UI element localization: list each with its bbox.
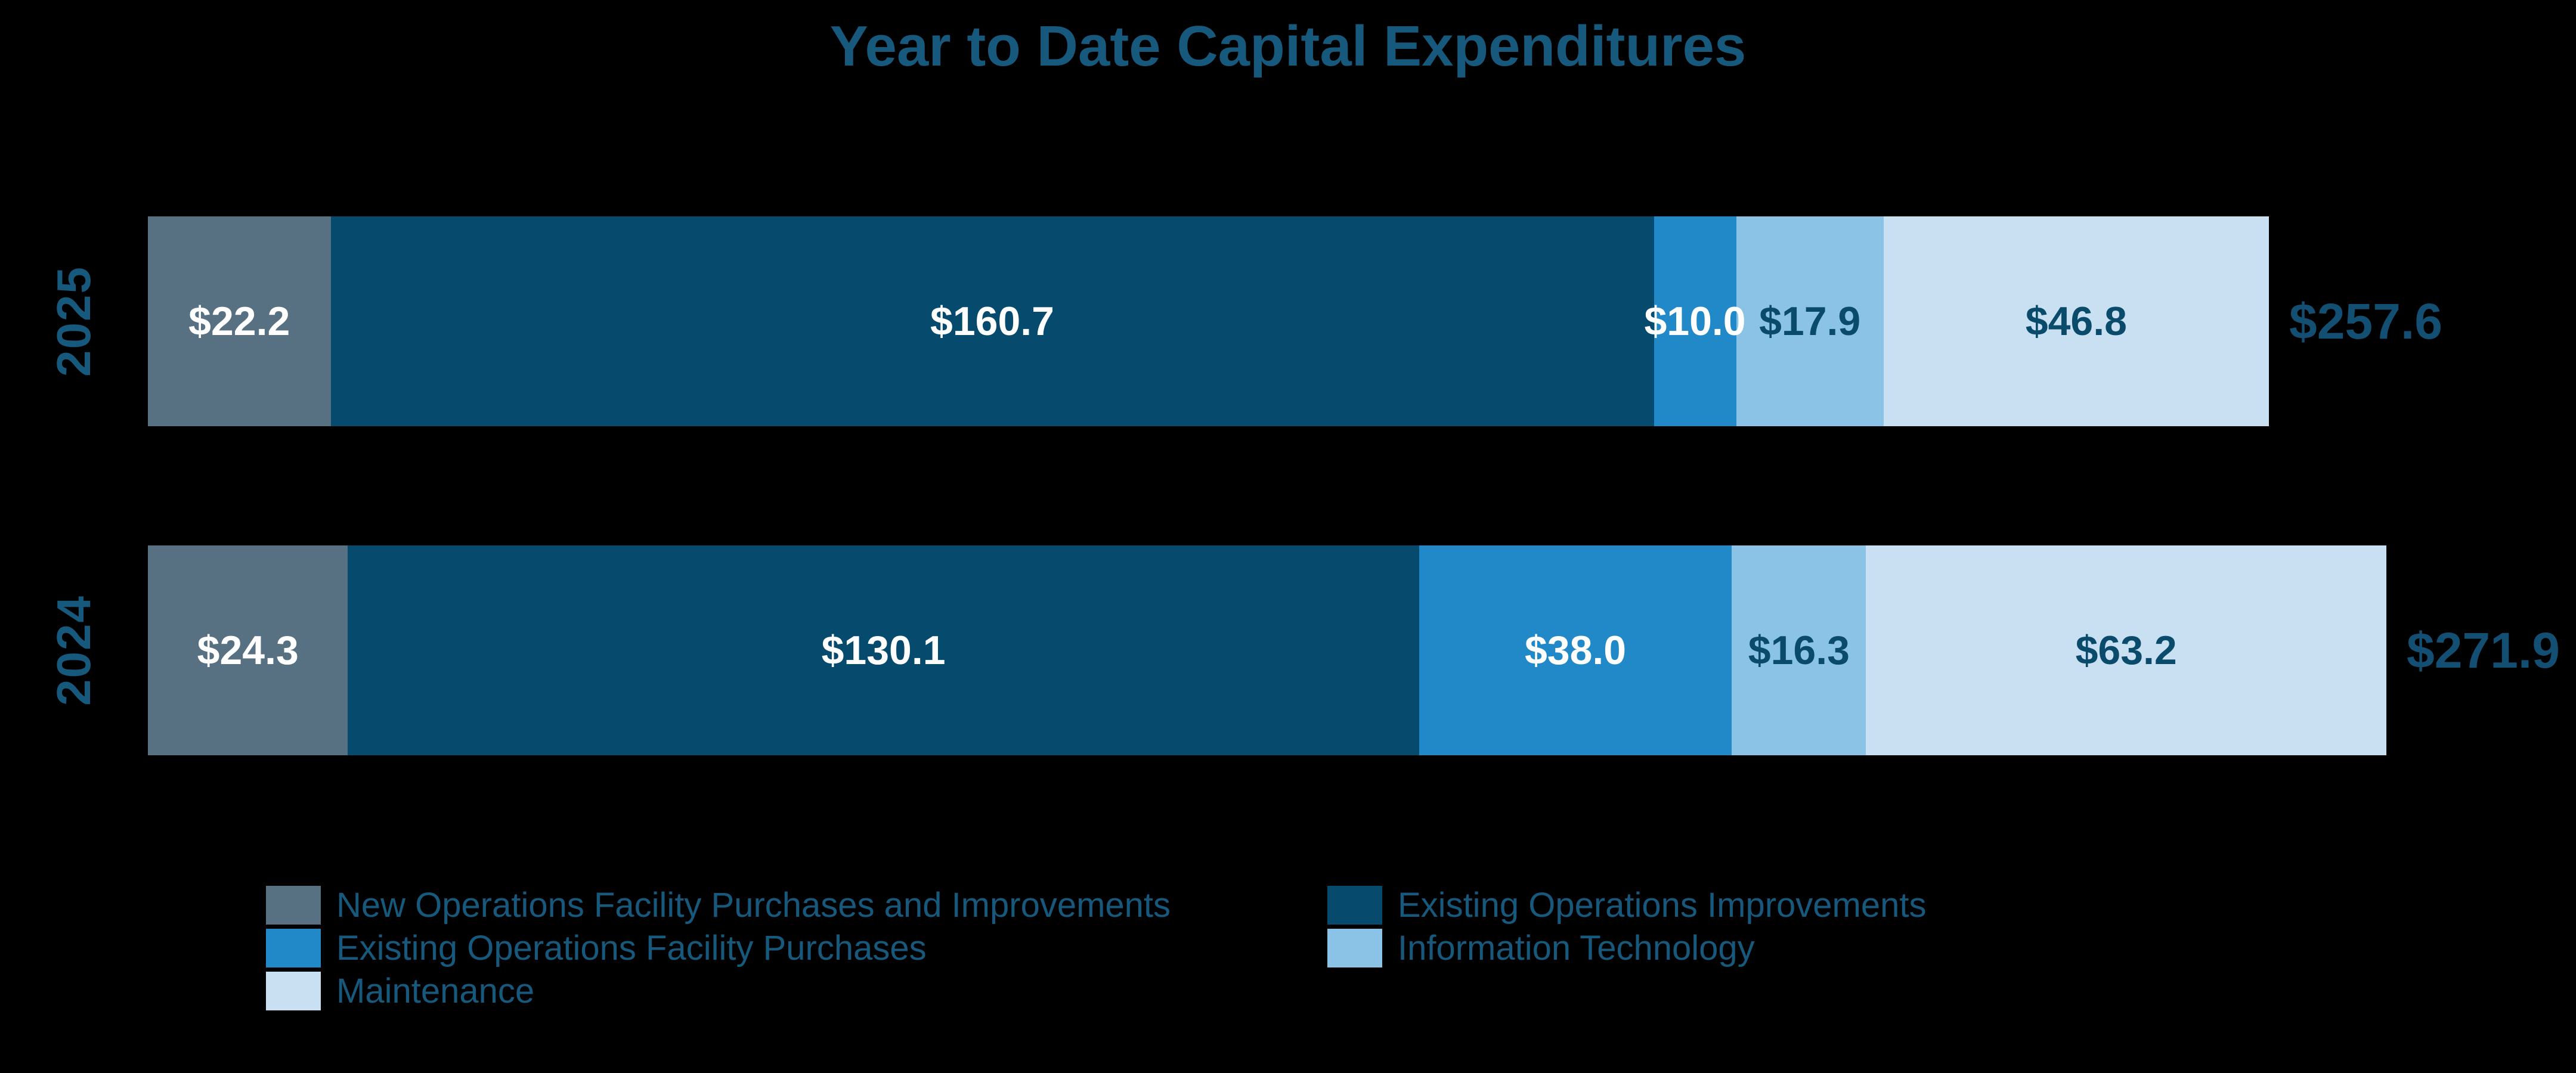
chart-title: Year to Date Capital Expenditures xyxy=(829,14,1747,78)
bar-segment: $46.8 xyxy=(1883,216,2269,426)
segment-value-label: $17.9 xyxy=(1759,299,1861,344)
segment-value-label: $10.0 xyxy=(1644,299,1746,344)
segment-value-label: $46.8 xyxy=(2025,299,2127,344)
legend-swatch xyxy=(1327,929,1382,967)
legend-label: Information Technology xyxy=(1398,928,1755,967)
legend-swatch xyxy=(266,886,321,925)
bar-row-2024: 2024 $24.3 $130.1 $38.0 $16.3 $63.2 $271.9 xyxy=(0,545,2560,755)
legend-swatch xyxy=(1327,886,1382,925)
stacked-bar-2024: $24.3 $130.1 $38.0 $16.3 $63.2 xyxy=(148,545,2386,755)
year-axis-cell: 2024 xyxy=(0,545,148,755)
bar-segment: $63.2 xyxy=(1866,545,2386,755)
legend-item: Existing Operations Facility Purchases xyxy=(266,929,1327,967)
bar-segment: $10.0 xyxy=(1644,216,1746,426)
segment-value-label: $160.7 xyxy=(930,299,1054,344)
legend-item: Information Technology xyxy=(1327,929,1926,967)
category-label-2024: 2024 xyxy=(47,595,100,706)
category-label-2025: 2025 xyxy=(47,266,100,377)
legend-column: Existing Operations Improvements Informat… xyxy=(1327,886,1926,1010)
legend-item: Existing Operations Improvements xyxy=(1327,886,1926,925)
stacked-bar-2025: $22.2 $160.7 $10.0 $17.9 $46.8 xyxy=(148,216,2269,426)
legend-item: New Operations Facility Purchases and Im… xyxy=(266,886,1327,925)
bar-segment: $130.1 xyxy=(348,545,1419,755)
legend-swatch xyxy=(266,972,321,1010)
bar-segment: $22.2 xyxy=(148,216,331,426)
legend-label: Existing Operations Facility Purchases xyxy=(336,928,927,967)
bar-row-2025: 2025 $22.2 $160.7 $10.0 $17.9 $46.8 $257.6 xyxy=(0,216,2442,426)
bar-segment: $38.0 xyxy=(1419,545,1732,755)
bar-segment: $16.3 xyxy=(1732,545,1866,755)
legend-label: Existing Operations Improvements xyxy=(1398,885,1927,925)
segment-value-label: $22.2 xyxy=(188,299,290,344)
legend-swatch xyxy=(266,929,321,967)
segment-value-label: $38.0 xyxy=(1524,628,1627,673)
segment-value-label: $130.1 xyxy=(821,628,946,673)
segment-value-label: $24.3 xyxy=(197,628,299,673)
legend-label: Maintenance xyxy=(336,971,535,1010)
legend-label: New Operations Facility Purchases and Im… xyxy=(336,885,1171,925)
legend: New Operations Facility Purchases and Im… xyxy=(266,886,1926,1010)
year-axis-cell: 2025 xyxy=(0,216,148,426)
bar-segment: $24.3 xyxy=(148,545,348,755)
legend-item: Maintenance xyxy=(266,972,1327,1010)
segment-value-label: $63.2 xyxy=(2075,628,2177,673)
segment-value-label: $16.3 xyxy=(1748,628,1850,673)
bar-segment: $17.9 xyxy=(1736,216,1884,426)
bar-segment: $160.7 xyxy=(330,216,1654,426)
legend-column: New Operations Facility Purchases and Im… xyxy=(266,886,1327,1010)
bar-total-label: $271.9 xyxy=(2407,622,2560,678)
bar-total-label: $257.6 xyxy=(2289,293,2442,349)
